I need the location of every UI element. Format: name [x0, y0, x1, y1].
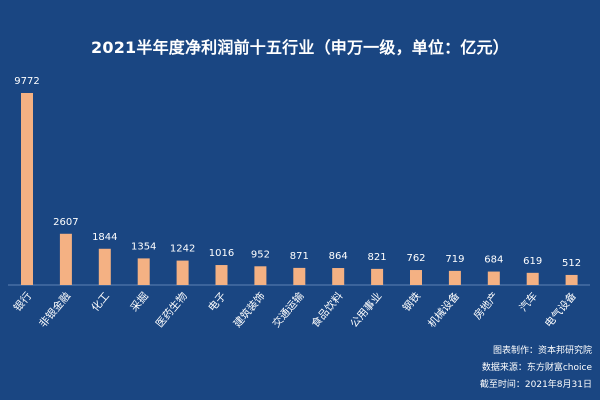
bar-8 — [332, 268, 345, 285]
category-label-10: 钢铁 — [400, 289, 424, 314]
bar-0 — [21, 93, 33, 285]
data-label-10: 762 — [406, 253, 425, 264]
data-label-13: 619 — [523, 256, 542, 267]
category-label-14: 电气设备 — [542, 289, 579, 330]
category-label-2: 化工 — [89, 290, 112, 314]
bar-6 — [254, 266, 267, 285]
data-label-1: 2607 — [53, 217, 78, 228]
data-label-3: 1354 — [131, 241, 156, 252]
footer-producer: 图表制作：资本邦研究院 — [492, 346, 592, 356]
bar-9 — [371, 268, 384, 285]
chart-title: 2021半年度净利润前十五行业（申万一级，单位：亿元） — [91, 38, 509, 57]
category-label-3: 采掘 — [128, 290, 151, 314]
bar-1 — [59, 233, 72, 285]
category-label-7: 交通运输 — [270, 289, 307, 330]
bar-12 — [487, 271, 500, 285]
data-label-9: 821 — [368, 252, 387, 263]
bar-5 — [215, 265, 228, 285]
data-label-7: 871 — [290, 251, 309, 262]
category-label-8: 食品饮料 — [309, 289, 346, 330]
bar-13 — [526, 272, 539, 285]
data-label-11: 719 — [445, 254, 464, 265]
data-label-8: 864 — [329, 251, 348, 262]
category-label-11: 机械设备 — [425, 289, 462, 330]
bar-10 — [410, 270, 422, 285]
category-label-6: 建筑装饰 — [231, 290, 268, 331]
bar-2 — [98, 248, 111, 285]
category-label-0: 银行 — [11, 289, 35, 314]
category-label-4: 医药生物 — [153, 290, 190, 331]
data-label-4: 1242 — [170, 244, 195, 255]
bar-11 — [448, 270, 461, 285]
category-label-13: 汽车 — [517, 290, 540, 314]
data-label-0: 9772 — [14, 76, 39, 87]
bar-3 — [137, 258, 150, 285]
category-label-9: 公用事业 — [347, 290, 384, 331]
footer-source: 数据来源：东方财富choice — [481, 363, 592, 373]
data-label-2: 1844 — [92, 232, 117, 243]
bar-14 — [565, 274, 578, 285]
footer-cutoff: 截至时间：2021年8月31日 — [479, 380, 592, 390]
data-label-5: 1016 — [209, 248, 234, 259]
category-label-1: 非银金融 — [36, 289, 73, 330]
bar-7 — [293, 267, 306, 285]
category-label-5: 电子 — [205, 290, 228, 314]
bar-4 — [176, 260, 189, 285]
category-label-12: 房地产 — [471, 290, 501, 322]
data-label-14: 512 — [562, 258, 581, 269]
data-label-6: 952 — [251, 249, 270, 260]
data-label-12: 684 — [484, 255, 503, 266]
chart-footer: 图表制作：资本邦研究院 数据来源：东方财富choice 截至时间：2021年8月… — [480, 343, 592, 394]
